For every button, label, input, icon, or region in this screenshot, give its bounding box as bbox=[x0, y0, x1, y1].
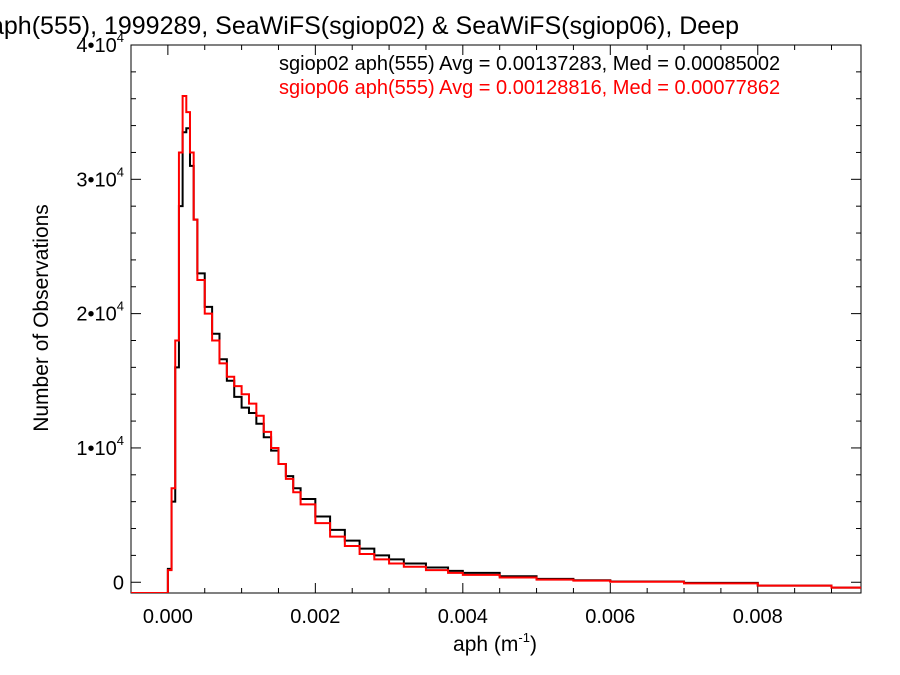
y-tick-label: 4•104 bbox=[76, 30, 124, 57]
plot-frame bbox=[130, 44, 862, 594]
axis-tick-labels: 0.000 0.002 0.004 0.006 0.008 0 1•104 2•104 3•10… bbox=[76, 30, 782, 628]
x-tick-label: 0.008 bbox=[733, 606, 783, 628]
x-tick-label: 0.000 bbox=[143, 606, 193, 628]
legend: sgiop02 aph(555) Avg = 0.00137283, Med =… bbox=[279, 53, 780, 99]
x-tick-label: 0.004 bbox=[438, 606, 488, 628]
y-tick-label: 3•104 bbox=[76, 164, 124, 191]
x-tick-label: 0.006 bbox=[585, 606, 635, 628]
legend-entry-1: sgiop02 aph(555) Avg = 0.00137283, Med =… bbox=[279, 53, 780, 75]
y-tick-label: 2•104 bbox=[76, 299, 124, 326]
y-tick-label: 1•104 bbox=[76, 433, 124, 460]
x-axis-label: aph (m-1) bbox=[453, 630, 537, 656]
series-lines bbox=[131, 95, 861, 593]
series-line-1 bbox=[131, 127, 861, 593]
legend-entry-2: sgiop06 aph(555) Avg = 0.00128816, Med =… bbox=[279, 77, 780, 99]
chart-title: aph(555), 1999289, SeaWiFS(sgiop02) & Se… bbox=[0, 12, 739, 40]
y-tick-label: 0 bbox=[113, 572, 124, 594]
y-axis-label: Number of Observations bbox=[30, 204, 53, 432]
series-line-2 bbox=[131, 95, 861, 593]
axis-ticks bbox=[130, 44, 861, 593]
x-tick-label: 0.002 bbox=[290, 606, 340, 628]
